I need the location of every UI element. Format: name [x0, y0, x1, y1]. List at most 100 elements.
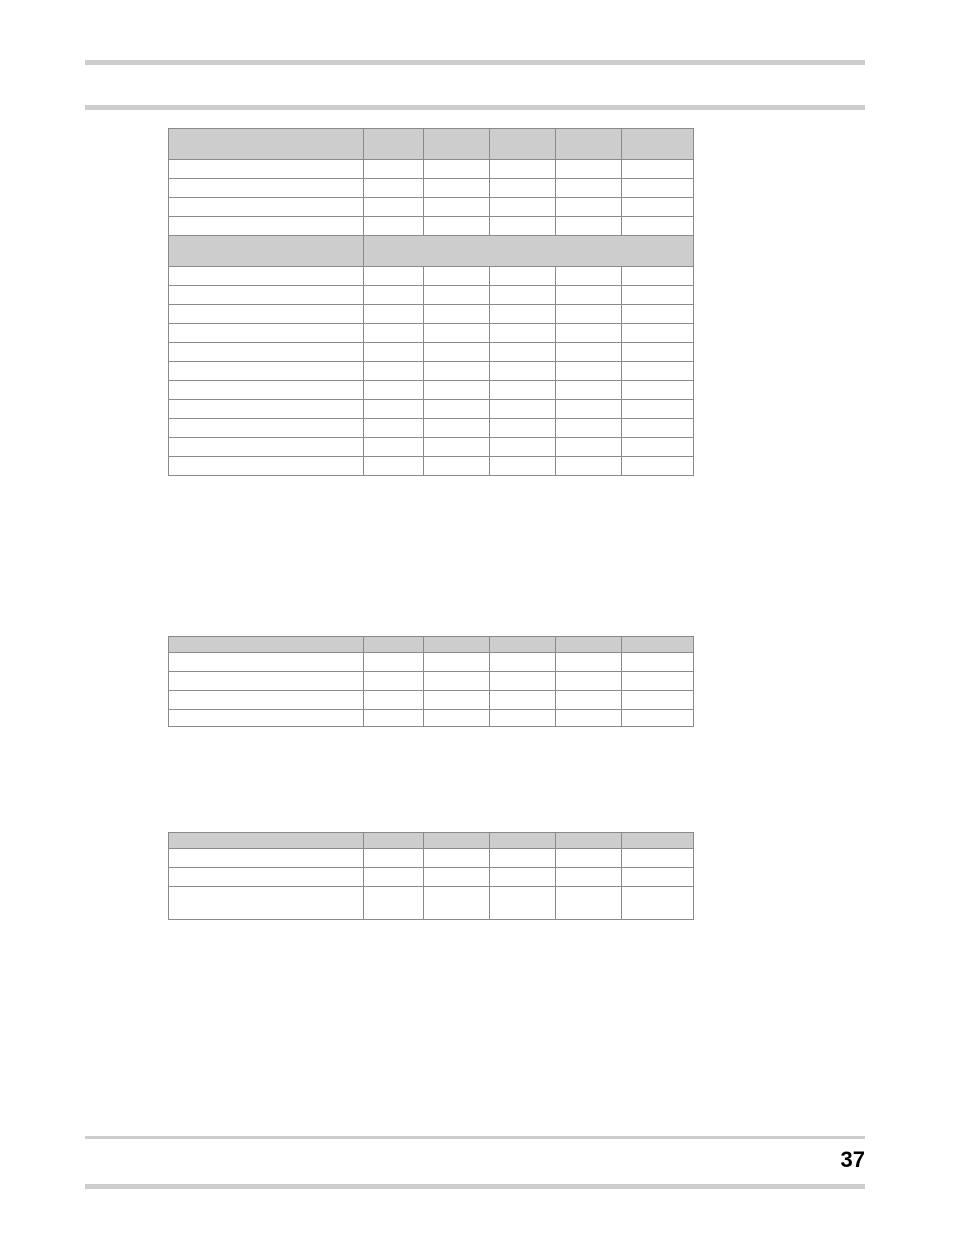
table-cell	[622, 419, 694, 438]
table-cell	[424, 343, 490, 362]
table-cell	[169, 710, 364, 727]
table-row	[169, 710, 694, 727]
table-cell	[364, 833, 424, 849]
table-cell	[424, 887, 490, 920]
table-cell	[556, 381, 622, 400]
table-cell	[169, 267, 364, 286]
table-row	[169, 324, 694, 343]
table-cell	[364, 457, 424, 476]
table-cell	[556, 887, 622, 920]
table-cell	[622, 217, 694, 236]
table-cell	[622, 343, 694, 362]
table-cell	[622, 710, 694, 727]
table-cell	[169, 381, 364, 400]
table-cell	[622, 324, 694, 343]
table-cell	[556, 833, 622, 849]
table-cell	[169, 637, 364, 653]
table-cell	[622, 868, 694, 887]
table-cell	[490, 672, 556, 691]
table-cell	[169, 868, 364, 887]
data-table	[168, 832, 694, 920]
table-cell	[424, 129, 490, 160]
table-row	[169, 691, 694, 710]
horizontal-rule	[85, 1184, 865, 1189]
table-cell	[424, 324, 490, 343]
table-cell	[169, 849, 364, 868]
table-cell	[364, 653, 424, 672]
page-number: 37	[841, 1147, 865, 1173]
table-cell	[490, 868, 556, 887]
table-cell	[556, 286, 622, 305]
table-cell	[169, 419, 364, 438]
table-cell	[490, 217, 556, 236]
table-cell	[364, 129, 424, 160]
table-cell	[490, 179, 556, 198]
table-row	[169, 672, 694, 691]
table-cell	[622, 129, 694, 160]
table-cell	[364, 887, 424, 920]
table-cell	[622, 305, 694, 324]
table-cell	[490, 305, 556, 324]
table-cell	[424, 672, 490, 691]
table-cell	[556, 419, 622, 438]
table-cell	[169, 129, 364, 160]
table-cell	[490, 343, 556, 362]
table-cell	[424, 217, 490, 236]
table-cell	[364, 286, 424, 305]
table-cell	[622, 400, 694, 419]
table-cell	[622, 833, 694, 849]
table-cell	[364, 362, 424, 381]
table-cell	[490, 324, 556, 343]
table-cell	[490, 438, 556, 457]
table-cell	[169, 160, 364, 179]
table-cell	[364, 217, 424, 236]
table-cell	[490, 710, 556, 727]
table-cell	[424, 691, 490, 710]
table-cell	[364, 710, 424, 727]
table-row	[169, 400, 694, 419]
table-row	[169, 198, 694, 217]
table-cell	[364, 305, 424, 324]
table-cell	[556, 179, 622, 198]
table-cell	[169, 286, 364, 305]
table-cell	[556, 710, 622, 727]
table-cell	[490, 381, 556, 400]
table-cell	[169, 217, 364, 236]
table-row	[169, 286, 694, 305]
table-cell	[424, 160, 490, 179]
table-cell	[364, 691, 424, 710]
table-cell	[424, 457, 490, 476]
table-cell	[622, 179, 694, 198]
table-cell	[364, 672, 424, 691]
table-cell	[556, 457, 622, 476]
table-cell	[490, 419, 556, 438]
table-cell	[490, 362, 556, 381]
table-cell	[556, 849, 622, 868]
table-cell	[424, 286, 490, 305]
table-cell	[556, 343, 622, 362]
table-row	[169, 129, 694, 160]
table-cell	[169, 198, 364, 217]
table-cell	[556, 324, 622, 343]
table-row	[169, 236, 694, 267]
table-cell	[622, 160, 694, 179]
table-cell	[556, 129, 622, 160]
data-table	[168, 128, 694, 476]
table-cell	[622, 438, 694, 457]
horizontal-rule	[85, 60, 865, 65]
table-row	[169, 305, 694, 324]
table-cell	[424, 710, 490, 727]
table-cell	[364, 868, 424, 887]
table-cell	[490, 129, 556, 160]
table-cell	[622, 267, 694, 286]
table-cell	[169, 438, 364, 457]
table-cell	[556, 691, 622, 710]
table-cell	[490, 267, 556, 286]
table-cell	[556, 198, 622, 217]
table-cell	[622, 362, 694, 381]
table-row	[169, 217, 694, 236]
table-cell	[169, 400, 364, 419]
table-cell	[424, 381, 490, 400]
table-cell	[364, 438, 424, 457]
table-row	[169, 362, 694, 381]
